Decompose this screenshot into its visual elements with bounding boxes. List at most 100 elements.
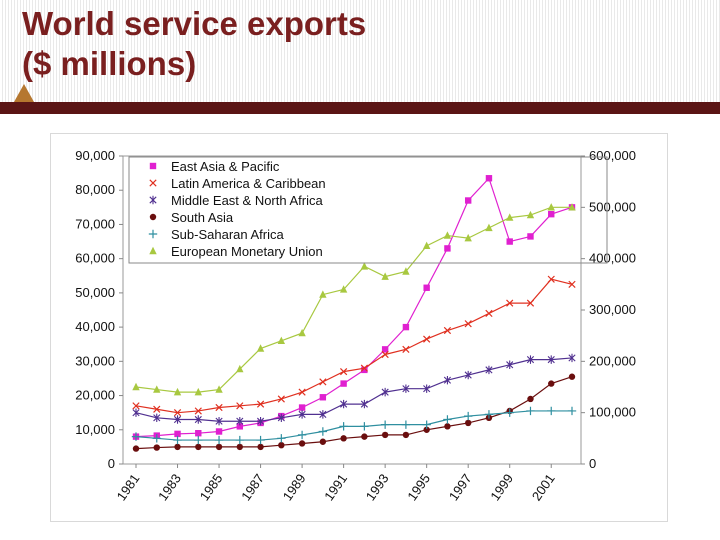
legend-label: European Monetary Union bbox=[171, 244, 323, 259]
y-left-tick-label: 90,000 bbox=[75, 148, 115, 163]
point-latin-america-caribbean bbox=[339, 367, 348, 376]
point-east-asia-pacific bbox=[361, 366, 368, 374]
point-middle-east-north-africa bbox=[277, 413, 285, 422]
legend-marker bbox=[149, 195, 157, 205]
point-middle-east-north-africa bbox=[236, 417, 244, 426]
point-middle-east-north-africa bbox=[547, 355, 555, 364]
point-middle-east-north-africa bbox=[526, 355, 535, 364]
point-east-asia-pacific bbox=[527, 233, 534, 240]
legend-label: East Asia & Pacific bbox=[171, 159, 280, 174]
y-right-tick-label: 400,000 bbox=[589, 251, 636, 266]
title-line-1: World service exports bbox=[22, 5, 367, 42]
point-south-asia bbox=[423, 426, 430, 433]
x-tick-label: 1991 bbox=[321, 471, 350, 503]
point-east-asia-pacific bbox=[174, 430, 181, 438]
point-european-monetary-union bbox=[256, 344, 265, 352]
point-european-monetary-union bbox=[360, 262, 369, 270]
point-european-monetary-union bbox=[402, 267, 410, 275]
point-european-monetary-union bbox=[298, 328, 306, 337]
point-middle-east-north-africa bbox=[485, 365, 493, 375]
point-sub-saharan-africa bbox=[194, 435, 203, 445]
point-european-monetary-union bbox=[215, 385, 223, 393]
point-middle-east-north-africa bbox=[568, 353, 576, 363]
point-south-asia bbox=[174, 443, 181, 451]
legend-marker bbox=[149, 162, 157, 170]
legend-label: South Asia bbox=[171, 210, 234, 225]
y-left-tick-label: 10,000 bbox=[75, 422, 115, 437]
title-background bbox=[0, 0, 720, 102]
point-european-monetary-union bbox=[506, 213, 514, 221]
point-east-asia-pacific bbox=[195, 430, 202, 437]
point-european-monetary-union bbox=[547, 203, 555, 211]
x-tick-label: 1985 bbox=[197, 471, 226, 503]
point-european-monetary-union bbox=[277, 336, 286, 344]
point-east-asia-pacific bbox=[215, 428, 223, 435]
point-sub-saharan-africa bbox=[505, 408, 514, 417]
point-latin-america-caribbean bbox=[277, 395, 285, 403]
point-east-asia-pacific bbox=[381, 346, 389, 353]
point-east-asia-pacific bbox=[485, 175, 493, 182]
point-latin-america-caribbean bbox=[568, 280, 576, 288]
x-tick-label: 1987 bbox=[238, 471, 267, 503]
point-latin-america-caribbean bbox=[506, 299, 514, 307]
point-south-asia bbox=[257, 443, 264, 451]
legend-label: Sub-Saharan Africa bbox=[171, 227, 285, 242]
point-sub-saharan-africa bbox=[131, 432, 141, 441]
point-european-monetary-union bbox=[319, 290, 327, 298]
legend-label: Middle East & North Africa bbox=[171, 193, 323, 208]
point-latin-america-caribbean bbox=[256, 400, 265, 408]
point-latin-america-caribbean bbox=[526, 299, 535, 307]
chart-panel: 0 10,000 20,000 30,000 40,000 50,000 60,000 70,… bbox=[50, 133, 668, 522]
point-european-monetary-union bbox=[381, 272, 389, 280]
legend-marker bbox=[148, 229, 158, 239]
title-line-2: ($ millions) bbox=[22, 45, 197, 82]
point-sub-saharan-africa bbox=[401, 420, 411, 429]
point-sub-saharan-africa bbox=[152, 434, 161, 443]
point-sub-saharan-africa bbox=[256, 435, 265, 445]
point-sub-saharan-africa bbox=[235, 435, 245, 445]
point-middle-east-north-africa bbox=[340, 399, 348, 409]
point-south-asia bbox=[381, 431, 389, 439]
point-south-asia bbox=[132, 445, 140, 452]
point-south-asia bbox=[319, 438, 327, 445]
point-latin-america-caribbean bbox=[132, 402, 140, 410]
point-middle-east-north-africa bbox=[173, 415, 182, 424]
point-south-asia bbox=[568, 373, 576, 380]
y-right-tick-label: 100,000 bbox=[589, 405, 636, 420]
point-sub-saharan-africa bbox=[277, 434, 286, 443]
point-south-asia bbox=[402, 431, 410, 439]
point-middle-east-north-africa bbox=[319, 410, 327, 419]
x-tick-label: 1981 bbox=[114, 471, 143, 503]
point-east-asia-pacific bbox=[506, 238, 513, 245]
triangle-bullet-icon bbox=[14, 84, 34, 102]
point-south-asia bbox=[153, 444, 160, 451]
point-sub-saharan-africa bbox=[484, 410, 494, 419]
point-latin-america-caribbean bbox=[423, 335, 431, 343]
point-sub-saharan-africa bbox=[547, 406, 556, 416]
point-european-monetary-union bbox=[153, 385, 161, 393]
point-sub-saharan-africa bbox=[443, 415, 452, 424]
y-right-tick-label: 0 bbox=[589, 456, 596, 471]
y-left-tick-label: 30,000 bbox=[75, 353, 115, 368]
point-east-asia-pacific bbox=[464, 197, 472, 204]
series-line-european-monetary-union bbox=[135, 206, 572, 393]
point-middle-east-north-africa bbox=[298, 410, 306, 419]
point-latin-america-caribbean bbox=[319, 378, 327, 386]
point-middle-east-north-africa bbox=[360, 399, 368, 409]
x-tick-label: 1999 bbox=[487, 471, 516, 503]
point-european-monetary-union bbox=[339, 285, 348, 293]
point-european-monetary-union bbox=[132, 382, 140, 391]
point-sub-saharan-africa bbox=[360, 422, 369, 431]
point-east-asia-pacific bbox=[423, 284, 430, 291]
point-middle-east-north-africa bbox=[443, 375, 452, 385]
point-european-monetary-union bbox=[464, 233, 472, 242]
y-left-tick-label: 0 bbox=[108, 456, 115, 471]
y-left-tick-label: 70,000 bbox=[75, 216, 115, 231]
y-right-tick-label: 600,000 bbox=[589, 148, 636, 163]
point-south-asia bbox=[278, 441, 285, 449]
point-east-asia-pacific bbox=[402, 323, 410, 331]
point-latin-america-caribbean bbox=[173, 409, 182, 417]
point-south-asia bbox=[527, 395, 534, 403]
point-south-asia bbox=[444, 423, 451, 430]
point-latin-america-caribbean bbox=[298, 388, 306, 396]
